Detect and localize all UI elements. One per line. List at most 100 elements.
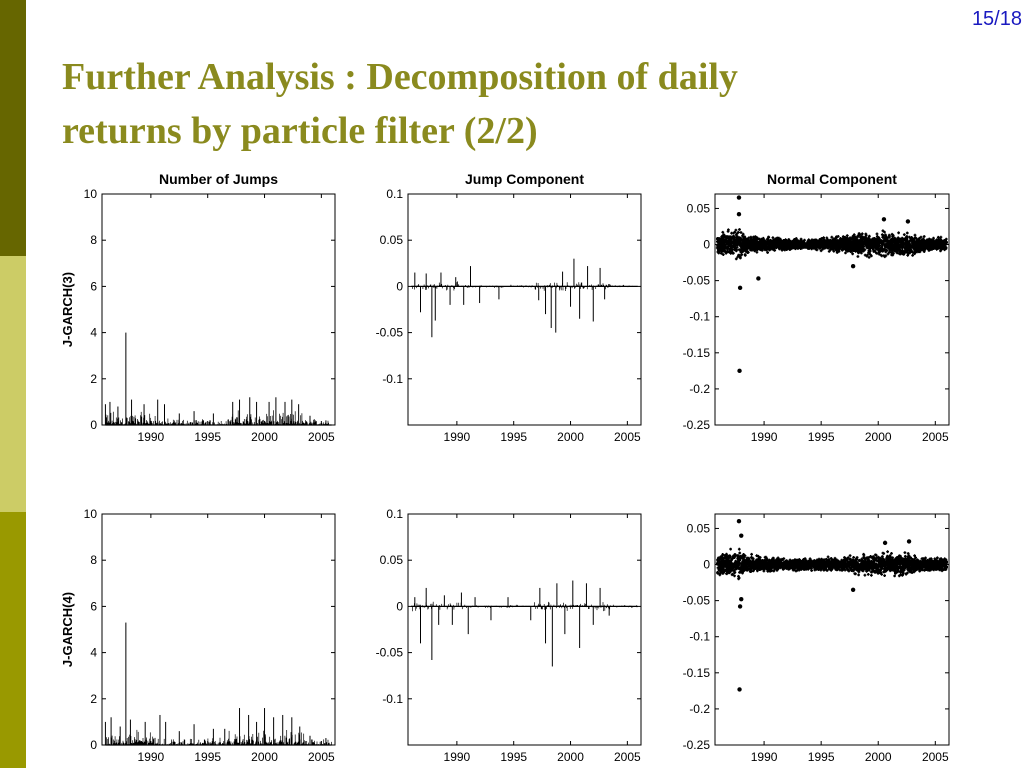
x-tick-label: 1995 (194, 750, 221, 764)
x-tick-label: 2005 (614, 430, 641, 444)
y-tick-label: 0.1 (386, 187, 403, 201)
sidebar-light-block (0, 256, 26, 512)
y-tick-label: 0.05 (380, 553, 404, 567)
x-tick-label: 2000 (557, 750, 584, 764)
x-tick-label: 1990 (138, 430, 165, 444)
x-tick-label: 2000 (251, 750, 278, 764)
chart-title: Number of Jumps (159, 171, 278, 187)
y-tick-label: 0 (703, 238, 710, 252)
y-tick-label: -0.15 (683, 346, 711, 360)
x-tick-label: 2005 (922, 430, 949, 444)
y-tick-label: -0.2 (689, 382, 710, 396)
outlier-point (737, 368, 742, 374)
x-tick-label: 1990 (138, 750, 165, 764)
chart-panel-5: -0.1 -0.05 0 0.05 0.1 1990 1995 2000 2005 (376, 507, 642, 764)
y-tick-label: 0 (396, 279, 403, 293)
outlier-point (882, 540, 888, 546)
y-tick-label: 0.05 (687, 521, 711, 535)
x-tick-label: 1990 (444, 430, 471, 444)
plot-frame (407, 513, 642, 746)
outlier-point (737, 285, 743, 291)
y-tick-label: 4 (90, 326, 97, 340)
x-tick-label: 2005 (922, 750, 949, 764)
x-tick-label: 2000 (251, 430, 278, 444)
plot-frame (101, 513, 336, 746)
outlier-point (739, 533, 744, 538)
y-tick-label: 10 (84, 187, 98, 201)
title-line-1: Further Analysis : Decomposition of dail… (62, 56, 738, 98)
y-tick-label: 0 (703, 558, 710, 572)
y-tick-label: -0.1 (382, 692, 403, 706)
outlier-point (850, 263, 856, 269)
outlier-point (850, 587, 856, 592)
scatter-band (715, 228, 948, 261)
y-tick-label: -0.25 (683, 418, 711, 432)
y-tick-label: 0 (90, 418, 97, 432)
outlier-point (736, 212, 742, 217)
x-tick-label: 2000 (865, 750, 892, 764)
chart-title: Jump Component (465, 171, 584, 187)
x-tick-label: 2005 (308, 430, 335, 444)
y-tick-label: 6 (90, 279, 97, 293)
y-tick-label: -0.25 (683, 738, 711, 752)
y-axis-label: J-GARCH(3) (60, 272, 75, 347)
plot-frame (714, 513, 950, 746)
x-tick-label: 2000 (865, 430, 892, 444)
y-tick-label: -0.05 (683, 274, 711, 288)
y-tick-label: 4 (90, 646, 97, 660)
y-tick-label: 8 (90, 553, 97, 567)
y-tick-label: 0.1 (386, 507, 403, 521)
y-axis-label: J-GARCH(4) (60, 592, 75, 667)
sidebar-mid-block (0, 512, 26, 768)
chart-panel-2: Jump Component -0.1 -0.05 0 0.05 0.1 1990 1995 2… (376, 171, 642, 444)
chart-panel-4: J-GARCH(4) 0 2 4 6 8 10 1990 1995 2000 2005 (60, 507, 336, 764)
y-tick-label: 2 (90, 692, 97, 706)
y-tick-label: 8 (90, 233, 97, 247)
x-tick-label: 1995 (500, 430, 527, 444)
y-tick-label: 2 (90, 372, 97, 386)
chart-panel-6: -0.25 -0.2 -0.15 -0.1 -0.05 0 0.05 1990 1995 2000… (683, 513, 950, 764)
x-tick-label: 1995 (194, 430, 221, 444)
y-tick-label: -0.2 (689, 702, 710, 716)
plot-frame (407, 193, 642, 426)
outlier-point (736, 519, 742, 524)
y-tick-label: -0.05 (376, 646, 404, 660)
y-tick-label: -0.1 (382, 372, 403, 386)
x-tick-label: 1990 (751, 430, 778, 444)
outlier-point (881, 217, 887, 222)
outlier-point (736, 195, 742, 200)
x-tick-label: 1995 (500, 750, 527, 764)
outlier-point (737, 604, 743, 609)
y-tick-label: 10 (84, 507, 98, 521)
page-number: 15/18 (971, 8, 1022, 30)
scatter-band (715, 547, 948, 581)
plot-frame (714, 193, 950, 426)
x-tick-label: 2005 (308, 750, 335, 764)
plot-frame (101, 193, 336, 426)
outlier-point (905, 219, 911, 224)
x-tick-label: 1990 (444, 750, 471, 764)
chart-title: Normal Component (767, 171, 897, 187)
sidebar-decoration (0, 0, 26, 768)
y-tick-label: 6 (90, 599, 97, 613)
y-tick-label: 0 (396, 599, 403, 613)
x-tick-label: 1990 (751, 750, 778, 764)
y-tick-label: -0.05 (376, 326, 404, 340)
x-tick-label: 1995 (808, 430, 835, 444)
y-tick-label: -0.05 (683, 594, 711, 608)
outlier-point (756, 276, 761, 281)
chart-panel-3: Normal Component -0.25 -0.2 -0.15 -0.1 -0.05 0… (683, 171, 950, 444)
chart-panel-1: Number of Jumps J-GARCH(3) 0 2 4 6 8 10 1990 1995… (60, 171, 336, 444)
outlier-point (739, 596, 744, 602)
y-tick-label: -0.15 (683, 666, 711, 680)
y-tick-label: 0.05 (380, 233, 404, 247)
y-tick-label: -0.1 (689, 310, 710, 324)
sidebar-dark-block (0, 0, 26, 256)
outlier-point (737, 687, 742, 692)
outlier-point (906, 539, 912, 544)
y-tick-label: 0.05 (687, 201, 711, 215)
slide-title: Further Analysis : Decomposition of dail… (62, 50, 962, 158)
y-tick-label: 0 (90, 738, 97, 752)
x-tick-label: 2000 (557, 430, 584, 444)
